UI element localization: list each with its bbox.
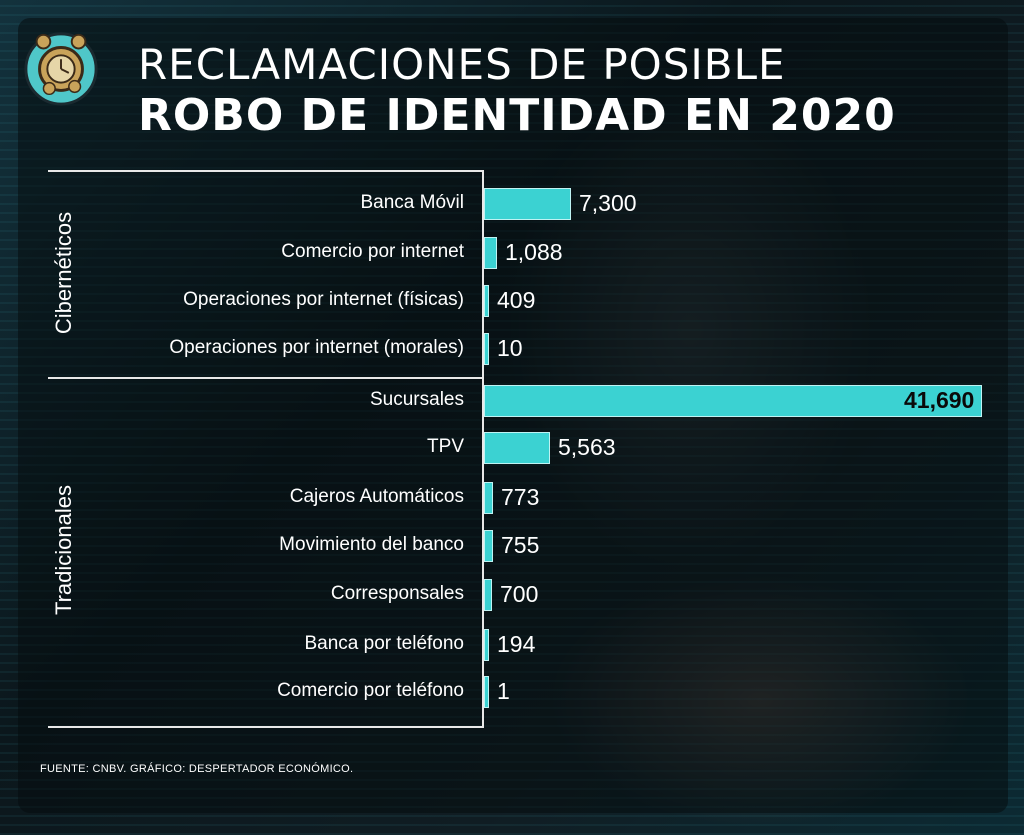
source-footer: FUENTE: CNBV. GRÁFICO: DESPERTADOR ECONÓ…: [40, 763, 354, 775]
value-label: 5,563: [558, 434, 616, 460]
category-label: Sucursales: [370, 389, 464, 410]
category-label: Corresponsales: [330, 583, 464, 604]
value-label: 7,300: [579, 190, 637, 216]
value-label: 755: [501, 532, 540, 558]
bar: [484, 579, 492, 611]
value-label: 10: [497, 335, 523, 361]
group-separator-top: [48, 170, 482, 172]
bar: [484, 285, 489, 317]
bar: [484, 432, 550, 464]
bar: [484, 676, 489, 708]
category-label: TPV: [427, 436, 464, 457]
bar: [484, 530, 493, 562]
value-label: 409: [497, 287, 536, 313]
group-label-tradicionales: Tradicionales: [51, 484, 77, 616]
category-label: Banca Móvil: [360, 192, 465, 213]
chart-title-line2: ROBO DE IDENTIDAD EN 2020: [138, 90, 896, 141]
value-label: 773: [501, 484, 540, 510]
group-separator-middle: [48, 377, 482, 379]
category-label: Operaciones por internet (morales): [169, 337, 464, 358]
group-label-ciberneticos: Cibernéticos: [51, 211, 77, 335]
chart-title-line1: RECLAMACIONES DE POSIBLE: [138, 40, 786, 89]
value-label: 194: [497, 631, 536, 657]
category-label: Movimiento del banco: [279, 534, 464, 555]
bar: [484, 385, 982, 417]
alarm-clock-coins-icon: [24, 32, 98, 106]
category-label: Banca por teléfono: [304, 633, 464, 654]
category-label: Comercio por teléfono: [277, 680, 464, 701]
value-label: 1: [497, 678, 510, 704]
category-label: Operaciones por internet (físicas): [183, 289, 464, 310]
value-label: 700: [500, 581, 539, 607]
category-label: Cajeros Automáticos: [289, 486, 464, 507]
bar: [484, 333, 489, 365]
value-label: 1,088: [505, 239, 563, 265]
bar: [484, 188, 571, 220]
category-label: Comercio por internet: [281, 241, 464, 262]
category-axis-line: [482, 170, 484, 728]
bar: [484, 629, 489, 661]
bar: [484, 237, 497, 269]
group-separator-bottom: [48, 726, 482, 728]
bar: [484, 482, 493, 514]
value-label: 41,690: [904, 387, 975, 413]
